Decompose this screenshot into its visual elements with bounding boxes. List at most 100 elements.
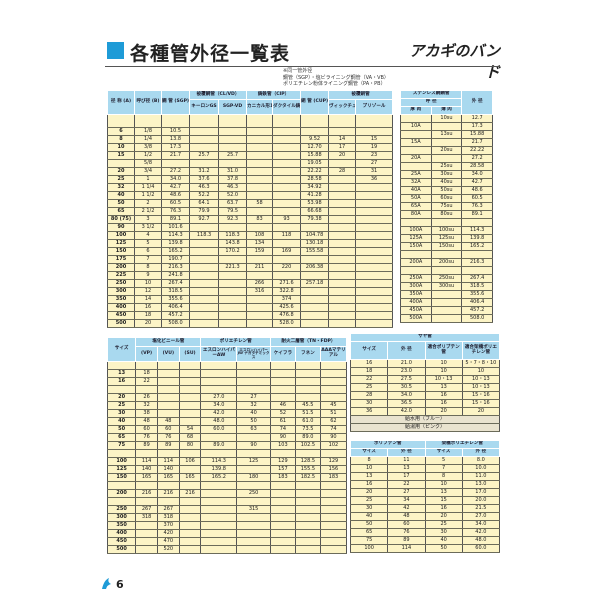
table-cell: 183 xyxy=(269,473,296,482)
table-cell xyxy=(328,311,357,320)
table-cell: 60.0 xyxy=(461,544,501,553)
table-cell: 155.58 xyxy=(300,247,330,256)
table-cell: 508.0 xyxy=(461,314,493,323)
table-cell: 10.0 xyxy=(461,464,501,473)
table-cell xyxy=(294,361,321,370)
table-cell: 8 xyxy=(424,472,463,481)
col-copper: 銅 管 (CUP) xyxy=(300,90,330,115)
table-row: 30 36.5 16 15・16 xyxy=(349,399,501,408)
table-cell: 18 xyxy=(349,367,389,376)
col-size: サイズ xyxy=(349,448,389,457)
table-cell xyxy=(294,369,321,378)
table-cell xyxy=(328,303,357,312)
table-cell xyxy=(430,154,463,163)
table-cell xyxy=(272,255,302,264)
table-row xyxy=(400,218,493,227)
table-cell: 46.3 xyxy=(217,183,248,192)
table-row: 175 7 190.7 xyxy=(107,255,394,264)
table-cell xyxy=(430,138,463,147)
table-cell xyxy=(272,143,302,152)
table-cell xyxy=(135,537,158,546)
table-cell: 20A xyxy=(400,154,432,163)
col-vu: (VU) xyxy=(156,346,180,362)
table-cell: 20 xyxy=(349,488,389,497)
table-cell xyxy=(178,409,202,418)
table-cell: 216.3 xyxy=(161,263,190,272)
table-cell: 241.8 xyxy=(161,271,190,280)
table-cell xyxy=(328,279,357,288)
table-cell: 46.3 xyxy=(189,183,219,192)
table-cell xyxy=(246,319,274,328)
table-cell: 27.0 xyxy=(461,512,501,521)
table-cell: 125A xyxy=(400,234,432,243)
table-cell xyxy=(294,545,321,554)
table-row: 450A 457.2 xyxy=(400,306,493,315)
table-cell: 25.7 xyxy=(217,151,248,160)
table-cell xyxy=(217,255,248,264)
table-cell xyxy=(178,385,202,394)
table-cell: 8 xyxy=(107,135,135,144)
table-cell: 27.5 xyxy=(387,375,426,384)
table-cell xyxy=(400,218,432,227)
group-cast-iron: 鋳鉄管（CIP） xyxy=(246,90,302,100)
table-cell: 28 xyxy=(328,167,357,176)
table-cell: 400 xyxy=(107,303,135,312)
table-cell xyxy=(328,239,357,248)
table-cell: 52.2 xyxy=(189,191,219,200)
table-cell xyxy=(200,497,238,506)
table-cell: 30 xyxy=(424,528,463,537)
table-cell: 60su xyxy=(430,194,463,203)
table-cell xyxy=(135,481,158,490)
table-cell xyxy=(400,146,432,155)
table-row: 20 3/4 27.2 31.2 31.0 22.22 28 31 xyxy=(107,167,394,176)
table-cell xyxy=(217,295,248,304)
table-cell: 10 xyxy=(107,143,135,152)
table-cell xyxy=(200,489,238,498)
table-cell xyxy=(272,175,302,184)
col-thin: 薄 肉 xyxy=(430,106,463,115)
table-cell xyxy=(294,505,321,514)
table-cell xyxy=(294,449,321,458)
table-row xyxy=(107,114,394,128)
table-cell: 13.8 xyxy=(161,135,190,144)
table-cell xyxy=(328,114,357,128)
note-line: 鋼管（SGP）・塩ビライニング鋼管（VA・VB） xyxy=(283,74,389,81)
table-row: 8 1/4 13.8 9.52 14 15 xyxy=(107,135,394,144)
table-cell: 1/2 xyxy=(134,151,162,160)
table-cell: 165.2 xyxy=(200,473,238,482)
table-cell: 159 xyxy=(246,247,274,256)
table-cell xyxy=(236,377,271,386)
table-cell: 28.58 xyxy=(461,162,493,171)
col-nominal-b: 呼び径 (B) xyxy=(134,90,162,115)
table-cell: 318.5 xyxy=(461,282,493,291)
table-cell: 27.2 xyxy=(461,154,493,163)
table-cell: 40su xyxy=(430,178,463,187)
table-row: 350 370 xyxy=(106,521,348,530)
table-cell: 400 xyxy=(106,529,137,538)
same-od-note: ※同一管外径 鋼管（SGP）・塩ビライニング鋼管（VA・VB） ポリエチレン粉体… xyxy=(283,68,389,88)
table-cell: 267.4 xyxy=(461,274,493,283)
table-cell xyxy=(246,151,274,160)
table-cell: 40 xyxy=(106,417,137,426)
table-cell: 200A xyxy=(400,258,432,267)
table-cell xyxy=(178,361,202,370)
table-cell xyxy=(269,513,296,522)
table-cell: 6 xyxy=(134,247,162,256)
table-cell: 125 xyxy=(107,239,135,248)
table-cell xyxy=(328,215,357,224)
table-cell xyxy=(178,449,202,458)
table-row: 13 17 8 11.0 xyxy=(349,472,501,481)
table-row: 20 27 13 17.0 xyxy=(349,488,501,497)
table-cell: 10 xyxy=(461,367,501,376)
table-cell xyxy=(272,199,302,208)
table-cell xyxy=(355,271,394,280)
table-cell: 114.3 xyxy=(461,226,493,235)
table-cell: 125 xyxy=(236,457,271,466)
steel-pipe-table: 径 称 (A) 呼び径 (B) 鋼 管 (SGP) 被覆鋼管（CL/VD） 鋳鉄管（CI… xyxy=(107,90,394,328)
table-cell: 46 xyxy=(269,401,296,410)
table-cell xyxy=(319,481,348,490)
table-cell: 190.7 xyxy=(161,255,190,264)
table-row: 25 1 34.0 37.6 37.8 28.58 36 xyxy=(107,175,394,184)
table-cell: 457.2 xyxy=(161,311,190,320)
table-cell: 170.2 xyxy=(217,247,248,256)
